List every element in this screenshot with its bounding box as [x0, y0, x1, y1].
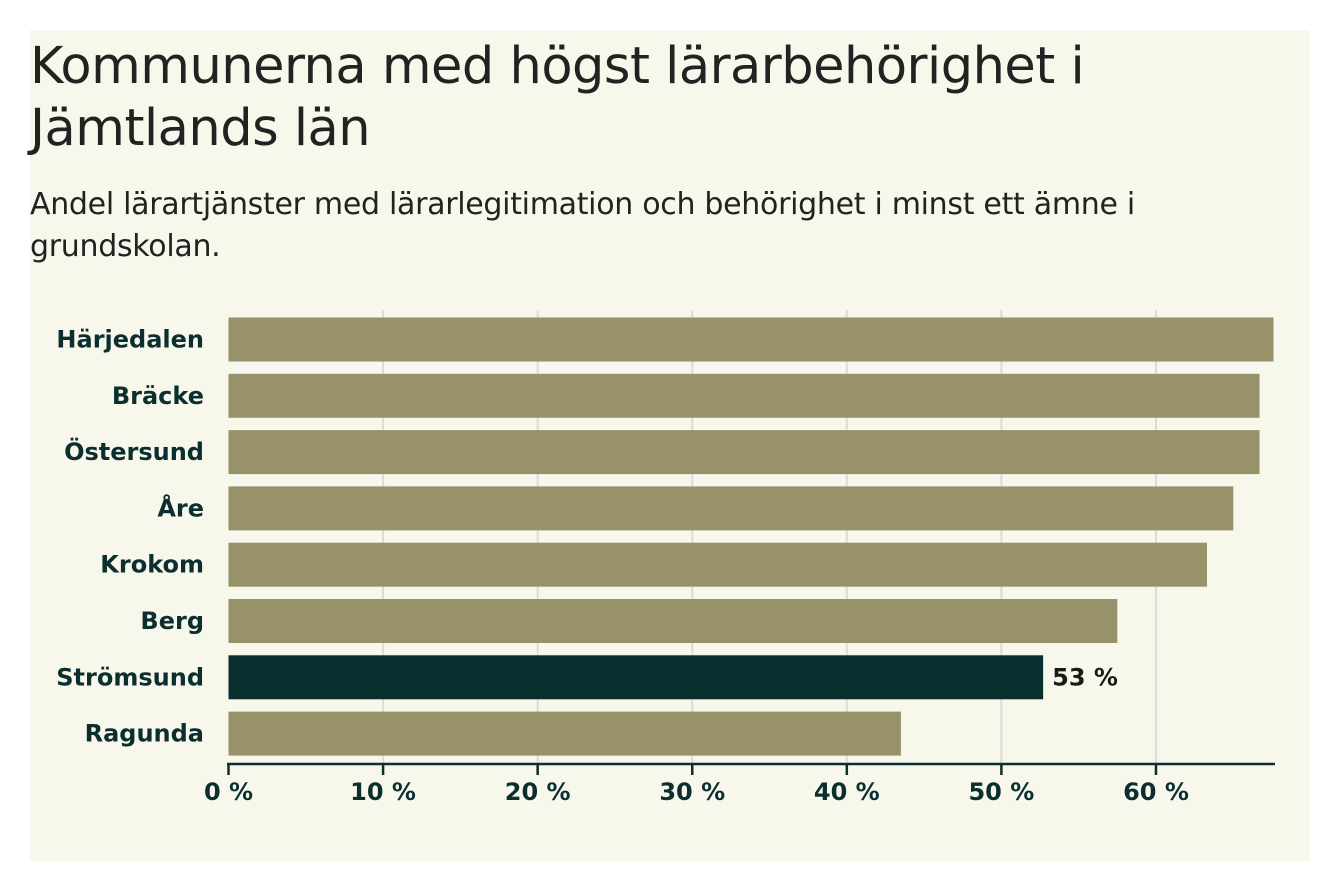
chart-card: Kommunerna med högst lärarbehörighet i J…: [30, 30, 1310, 861]
chart-subtitle: Andel lärartjänster med lärarlegitimatio…: [30, 187, 1135, 264]
bar-östersund: [228, 430, 1260, 475]
category-label: Berg: [140, 607, 204, 635]
bar-strömsund: [228, 655, 1044, 700]
bar-åre: [228, 486, 1234, 531]
category-label: Krokom: [100, 551, 204, 579]
x-tick-label: 30 %: [659, 778, 725, 806]
category-labels: Härjedalen Bräcke Östersund Åre Krokom Berg St…: [56, 326, 204, 748]
data-label: 53 %: [1052, 663, 1118, 691]
data-labels: 53 %: [1052, 663, 1118, 691]
x-tick-label: 20 %: [505, 778, 571, 806]
category-label: Åre: [157, 493, 204, 522]
category-label: Ragunda: [85, 720, 204, 748]
bars: [228, 317, 1274, 756]
chart-title: Kommunerna med högst lärarbehörighet i J…: [30, 37, 1085, 158]
bar-krokom: [228, 542, 1207, 587]
category-label: Bräcke: [112, 382, 204, 410]
bar-ragunda: [228, 711, 901, 756]
x-tick-label: 50 %: [968, 778, 1034, 806]
bar-bräcke: [228, 373, 1260, 418]
category-label: Strömsund: [56, 663, 204, 691]
bar-härjedalen: [228, 317, 1274, 362]
x-tick-label: 40 %: [814, 778, 880, 806]
x-tick-label: 0 %: [204, 778, 253, 806]
x-axis-ticks: 0 % 10 % 20 % 30 % 40 % 50 % 60 %: [204, 764, 1189, 806]
bar-chart: Härjedalen Bräcke Östersund Åre Krokom Berg St…: [56, 310, 1275, 806]
x-tick-label: 10 %: [350, 778, 416, 806]
x-tick-label: 60 %: [1123, 778, 1189, 806]
bar-berg: [228, 599, 1118, 643]
category-label: Härjedalen: [56, 326, 204, 354]
category-label: Östersund: [64, 436, 204, 466]
